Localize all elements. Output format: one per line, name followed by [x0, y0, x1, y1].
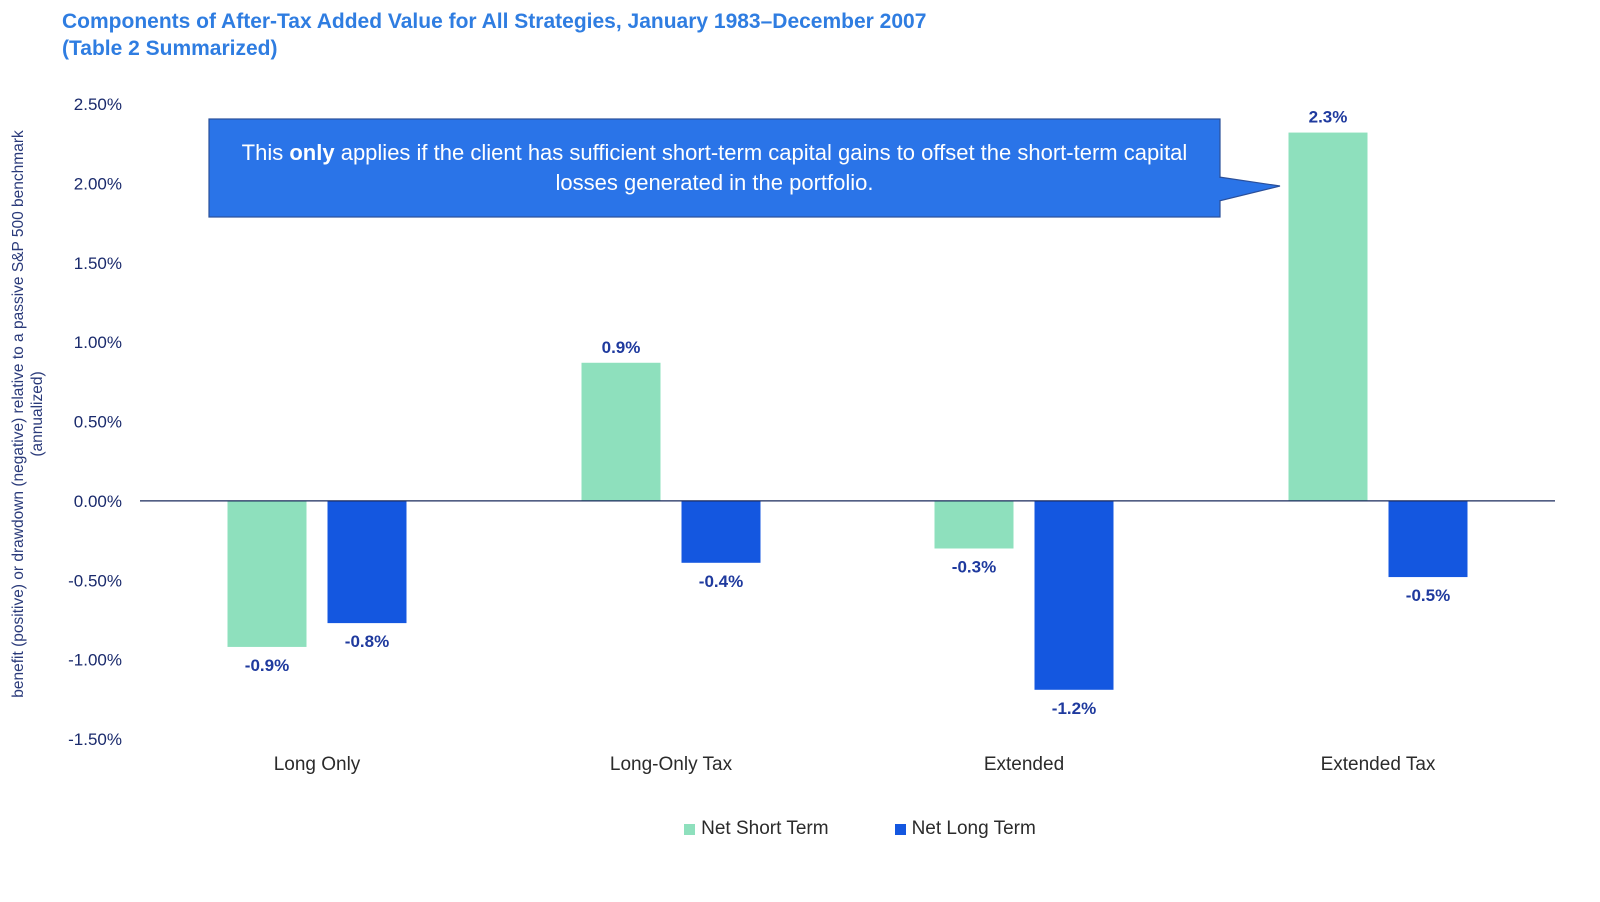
y-tick-label: 2.50% [74, 95, 122, 114]
data-label: 2.3% [1309, 108, 1348, 127]
data-label: -0.4% [699, 572, 743, 591]
callout-text: This only applies if the client has suff… [209, 119, 1220, 217]
legend-label-net-short-term: Net Short Term [701, 818, 829, 839]
bar-net-long-term-extended-tax [1388, 500, 1468, 578]
callout-rect [208, 118, 1221, 218]
data-label: -0.5% [1406, 586, 1450, 605]
data-label: -0.8% [345, 632, 389, 651]
data-label: -0.9% [245, 656, 289, 675]
x-tick-label: Long Only [274, 754, 361, 775]
bar-net-short-term-long-only-tax [581, 362, 661, 501]
callout-text-content: This only applies if the client has suff… [223, 138, 1206, 198]
bar-net-short-term-extended [934, 500, 1014, 549]
callout-pointer [1218, 176, 1281, 202]
y-axis-ticks: 2.50% 2.00% 1.50% 1.00% 0.50% 0.00% -0.50% -1.0… [68, 95, 122, 749]
bar-net-long-term-long-only [327, 500, 407, 624]
y-tick-label: -0.50% [68, 571, 122, 590]
chart-title: Components of After-Tax Added Value for … [62, 8, 1262, 62]
data-label: -0.3% [952, 558, 996, 577]
legend-item-net-short-term: Net Short Term [684, 818, 829, 840]
data-labels: -0.9% -0.8% 0.9% -0.4% -0.3% -1.2% 2.3% -0.5% [245, 108, 1450, 718]
y-tick-label: 2.00% [74, 174, 122, 193]
legend-label-net-long-term: Net Long Term [911, 818, 1036, 839]
callout-box-shape [208, 118, 1281, 218]
x-tick-label: Extended Tax [1321, 754, 1436, 775]
legend: Net Short Term Net Long Term [0, 818, 1600, 840]
y-tick-label: -1.00% [68, 651, 122, 670]
callout-seam-cover [1217, 178, 1221, 200]
bar-net-short-term-extended-tax [1288, 132, 1368, 501]
bar-net-long-term-extended [1034, 500, 1114, 690]
callout-box: This only applies if the client has suff… [209, 119, 1220, 217]
y-tick-label: 1.50% [74, 254, 122, 273]
x-tick-label: Long-Only Tax [610, 754, 733, 775]
callout-text-before: This [241, 140, 290, 165]
callout-text-bold: only [289, 140, 335, 165]
y-tick-label: 0.50% [74, 413, 122, 432]
y-tick-label: 1.00% [74, 333, 122, 352]
chart-title-line-2: (Table 2 Summarized) [62, 37, 278, 60]
data-label: -1.2% [1052, 699, 1096, 718]
y-tick-label: -1.50% [68, 730, 122, 749]
x-axis-ticks: Long Only Long-Only Tax Extended Extended T… [274, 754, 1436, 775]
x-tick-label: Extended [984, 754, 1064, 775]
legend-swatch-net-short-term [684, 823, 696, 835]
y-tick-label: 0.00% [74, 492, 122, 511]
legend-swatch-net-long-term [894, 823, 906, 835]
bars [227, 132, 1468, 690]
bar-net-long-term-long-only-tax [681, 500, 761, 563]
callout-text-after: applies if the client has sufficient sho… [334, 140, 1188, 195]
legend-item-net-long-term: Net Long Term [894, 818, 1036, 840]
chart-title-line-1: Components of After-Tax Added Value for … [62, 10, 927, 33]
data-label: 0.9% [602, 338, 641, 357]
bar-net-short-term-long-only [227, 500, 307, 647]
